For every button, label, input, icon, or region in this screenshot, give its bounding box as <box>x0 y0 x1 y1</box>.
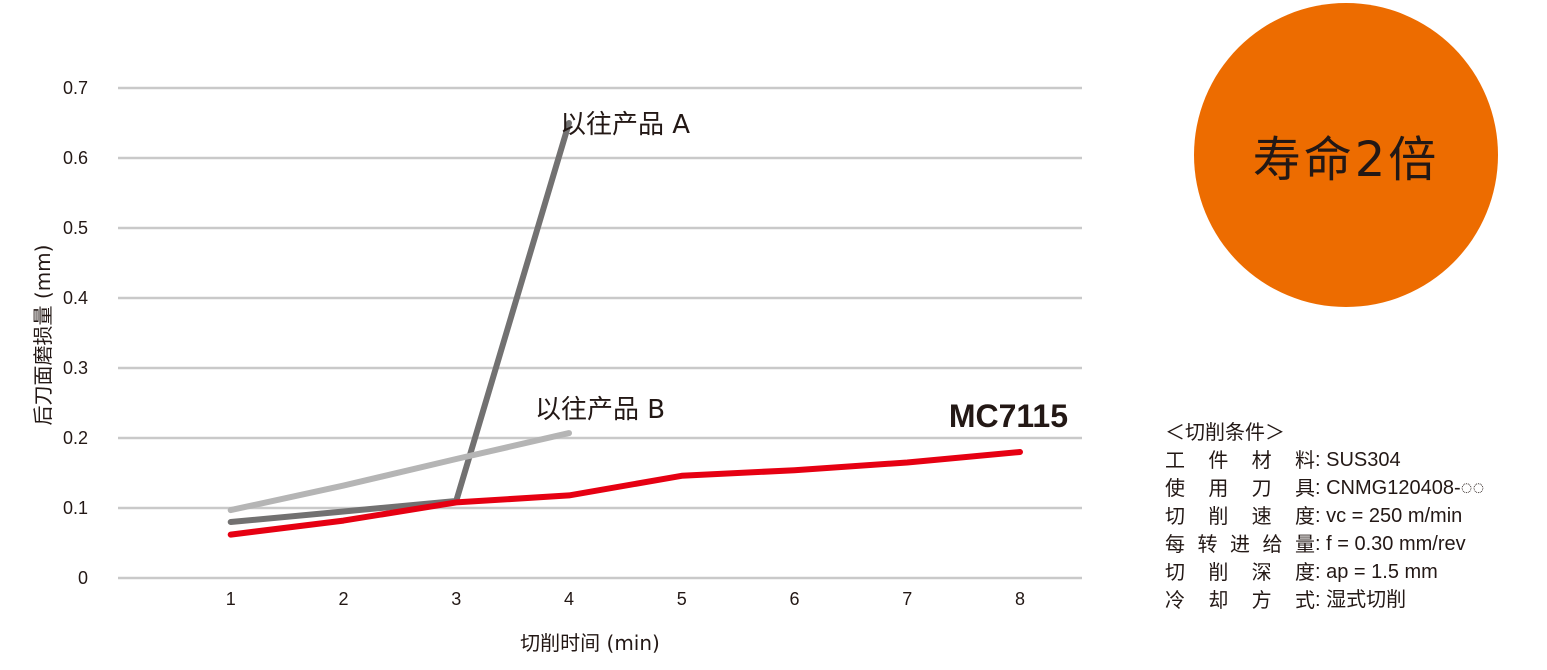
y-tick-label: 0.5 <box>63 218 88 238</box>
x-tick-label: 7 <box>902 589 912 609</box>
condition-value: : 湿式切削 <box>1315 589 1407 611</box>
cutting-conditions: ＜切削条件＞ 工件材料: SUS304 使用刀具: CNMG120408-◌◌ 切削… <box>1165 418 1535 614</box>
x-tick-label: 6 <box>789 589 799 609</box>
condition-key: 冷却方式 <box>1165 586 1315 614</box>
y-tick-label: 0.7 <box>63 78 88 98</box>
condition-row: 每转进给量: f = 0.30 mm/rev <box>1165 530 1535 558</box>
y-tick-label: 0.3 <box>63 358 88 378</box>
condition-value: : SUS304 <box>1315 449 1401 471</box>
condition-key: 切削深度 <box>1165 558 1315 586</box>
condition-key-char: 却 <box>1208 588 1229 612</box>
condition-value: : f = 0.30 mm/rev <box>1315 533 1466 555</box>
series-lines <box>227 120 1023 538</box>
y-tick-label: 0.4 <box>63 288 88 308</box>
condition-key-char: 料 <box>1294 448 1315 472</box>
condition-key-char: 度 <box>1294 504 1315 528</box>
x-axis-title: 切削时间 (min) <box>520 631 660 655</box>
y-tick-label: 0 <box>78 568 88 588</box>
condition-key-char: 式 <box>1294 588 1315 612</box>
series-label-mc7115: MC7115 <box>949 398 1068 434</box>
condition-key-char: 使 <box>1165 476 1185 500</box>
x-tick-label: 2 <box>338 589 348 609</box>
condition-key-char: 削 <box>1208 504 1229 528</box>
grid-lines <box>118 86 1082 580</box>
condition-key: 使用刀具 <box>1165 474 1315 502</box>
x-tick-label: 1 <box>226 589 236 609</box>
condition-key-char: 每 <box>1165 532 1185 556</box>
x-tick-label: 5 <box>677 589 687 609</box>
condition-key-char: 度 <box>1294 560 1315 584</box>
series-label-b: 以往产品 B <box>535 395 665 425</box>
condition-key-char: 刀 <box>1251 476 1272 500</box>
condition-key-char: 件 <box>1208 448 1229 472</box>
y-tick-label: 0.2 <box>63 428 88 448</box>
condition-key-char: 深 <box>1251 560 1272 584</box>
condition-key-char: 方 <box>1251 588 1272 612</box>
x-axis-ticks: 1 2 3 4 5 6 7 8 <box>226 589 1025 609</box>
y-axis-title: 后刀面磨损量 (mm) <box>31 245 55 426</box>
condition-key-char: 工 <box>1165 448 1185 472</box>
series-line-3 <box>227 449 1023 538</box>
condition-key-char: 具 <box>1294 476 1315 500</box>
x-tick-label: 3 <box>451 589 461 609</box>
condition-row: 切削深度: ap = 1.5 mm <box>1165 558 1535 586</box>
condition-key-char: 给 <box>1262 532 1283 556</box>
condition-key: 切削速度 <box>1165 502 1315 530</box>
y-axis-ticks: 0 0.1 0.2 0.3 0.4 0.5 0.6 0.7 <box>63 78 88 588</box>
condition-key: 工件材料 <box>1165 446 1315 474</box>
condition-key-char: 材 <box>1251 448 1272 472</box>
condition-value: : CNMG120408-◌◌ <box>1315 477 1485 499</box>
series-line-2 <box>227 430 572 514</box>
badge-text: 寿命2倍 <box>1252 132 1440 188</box>
condition-key-char: 冷 <box>1165 588 1185 612</box>
y-tick-label: 0.1 <box>63 498 88 518</box>
conditions-title: ＜切削条件＞ <box>1165 420 1285 444</box>
conditions-list: 工件材料: SUS304 使用刀具: CNMG120408-◌◌ 切削速度: vc … <box>1165 446 1535 614</box>
condition-key-char: 切 <box>1165 504 1185 528</box>
condition-value: : vc = 250 m/min <box>1315 505 1463 527</box>
series-line-1 <box>227 120 572 525</box>
condition-row: 使用刀具: CNMG120408-◌◌ <box>1165 474 1535 502</box>
wear-chart: 0 0.1 0.2 0.3 0.4 0.5 0.6 0.7 1 2 3 4 5 6 7 8 以往产品 A 以… <box>31 78 1082 655</box>
condition-key-char: 量 <box>1295 532 1315 556</box>
series-label-a: 以往产品 A <box>560 110 690 140</box>
condition-row: 工件材料: SUS304 <box>1165 446 1535 474</box>
condition-key-char: 削 <box>1208 560 1229 584</box>
condition-key-char: 速 <box>1251 504 1272 528</box>
condition-key-char: 转 <box>1197 532 1218 556</box>
condition-key: 每转进给量 <box>1165 530 1315 558</box>
condition-key-char: 用 <box>1208 476 1229 500</box>
x-tick-label: 4 <box>564 589 574 609</box>
x-tick-label: 8 <box>1015 589 1025 609</box>
y-tick-label: 0.6 <box>63 148 88 168</box>
condition-value: : ap = 1.5 mm <box>1315 561 1438 583</box>
condition-row: 冷却方式: 湿式切削 <box>1165 586 1535 614</box>
life-badge: 寿命2倍 <box>1194 3 1498 307</box>
condition-key-char: 切 <box>1165 560 1185 584</box>
condition-row: 切削速度: vc = 250 m/min <box>1165 502 1535 530</box>
condition-key-char: 进 <box>1230 532 1250 556</box>
